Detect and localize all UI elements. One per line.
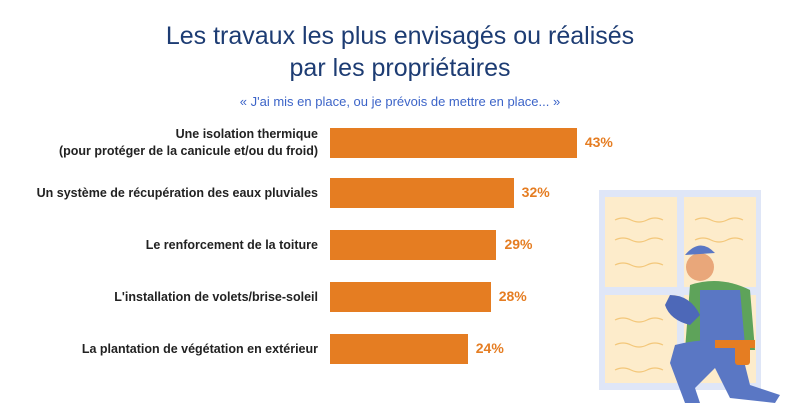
value-label: 43% [584,134,613,150]
value-label: 28% [498,288,527,304]
category-label: Une isolation thermique (pour protéger de… [59,126,318,160]
category-label-line: Un système de récupération des eaux pluv… [36,185,318,200]
chart-title: Les travaux les plus envisagés ou réalis… [0,20,800,84]
chart-subtitle: « J'ai mis en place, ou je prévois de me… [239,94,561,109]
bar [330,178,514,208]
bar [330,334,468,364]
category-label-line: Une isolation thermique [175,127,318,141]
bar [330,128,577,158]
category-label-line: (pour protéger de la canicule et/ou du f… [58,144,318,158]
bar [330,282,491,312]
value-label: 24% [475,340,504,356]
category-label: Un système de récupération des eaux pluv… [37,185,318,202]
category-label-line: La plantation de végétation en extérieur [81,341,318,356]
category-label-line: Le renforcement de la toiture [145,237,318,252]
worker-illustration [599,190,780,403]
category-label: Le renforcement de la toiture [146,237,318,254]
value-label: 32% [521,184,550,200]
category-label: La plantation de végétation en extérieur [82,341,318,358]
bar [330,230,497,260]
chart-title-line: par les propriétaires [289,54,511,82]
value-label: 29% [504,236,533,252]
chart-title-line: Les travaux les plus envisagés ou réalis… [165,22,635,50]
category-label-line: L'installation de volets/brise-soleil [114,289,318,304]
category-label: L'installation de volets/brise-soleil [114,289,318,306]
